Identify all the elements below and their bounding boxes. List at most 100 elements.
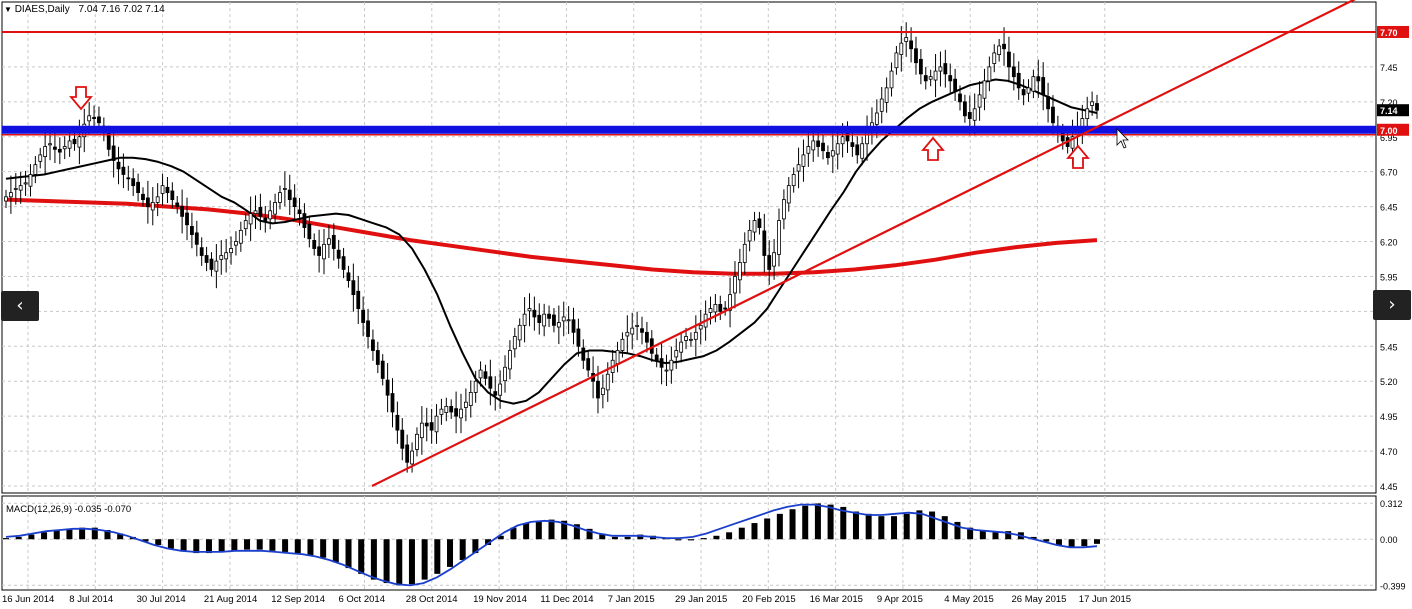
- candle-body: [317, 246, 322, 256]
- candle: [463, 388, 468, 422]
- candle: [375, 341, 380, 374]
- candle: [248, 196, 253, 241]
- macd-histogram-bar: [396, 539, 403, 586]
- candle-body: [483, 371, 488, 379]
- candle: [1002, 27, 1006, 66]
- candle: [229, 236, 233, 265]
- candle-body: [116, 161, 121, 170]
- candle-body: [375, 350, 380, 365]
- candle-body: [278, 192, 282, 203]
- candle: [566, 306, 571, 335]
- candle-body: [170, 190, 175, 201]
- candle-body: [1031, 76, 1036, 92]
- candle-body: [165, 186, 170, 194]
- macd-signal-line: [5, 503, 1098, 587]
- candle-body: [620, 338, 625, 351]
- candle: [33, 156, 38, 184]
- candle-body: [850, 142, 855, 147]
- candle-body: [33, 164, 38, 175]
- candle: [57, 137, 62, 165]
- macd-histogram-bar: [916, 510, 923, 540]
- candle: [679, 331, 684, 363]
- candle-body: [786, 185, 791, 204]
- macd-histogram-bar: [573, 524, 580, 540]
- candle: [737, 248, 742, 294]
- candle: [889, 62, 894, 97]
- macd-histogram-bar: [41, 532, 48, 540]
- candle: [958, 85, 962, 111]
- macd-histogram-bar: [738, 527, 745, 540]
- candle-body: [155, 196, 160, 203]
- candle-body: [547, 313, 551, 319]
- candle: [390, 378, 395, 428]
- macd-histogram-bar: [294, 539, 301, 554]
- trendline: [371, 0, 1356, 488]
- x-tick-label: 26 May 2015: [1012, 594, 1067, 605]
- arrow-up-icon: [921, 136, 945, 161]
- candle-body: [698, 324, 703, 330]
- candle: [351, 263, 356, 312]
- candle: [914, 36, 918, 75]
- macd-y-tick-label: 0.312: [1380, 499, 1403, 509]
- candle: [772, 239, 777, 280]
- candle-body: [97, 116, 101, 124]
- candle: [155, 183, 160, 217]
- macd-histogram-bar: [852, 511, 859, 540]
- candle: [273, 193, 277, 223]
- candle: [938, 51, 943, 87]
- macd-histogram-bar: [447, 539, 454, 567]
- candle-body: [493, 391, 498, 396]
- candle-body: [689, 338, 693, 341]
- candle: [150, 187, 155, 226]
- candle: [243, 213, 248, 236]
- macd-histogram-bar: [523, 523, 530, 540]
- macd-y-tick-label: -0.399: [1380, 581, 1406, 591]
- candle: [928, 69, 933, 87]
- candle: [67, 132, 72, 157]
- macd-histogram-bar: [561, 520, 568, 540]
- macd-histogram-bar: [193, 539, 200, 554]
- candle: [238, 221, 243, 252]
- prev-arrow-button[interactable]: ‹: [1, 291, 39, 321]
- candle: [600, 374, 605, 409]
- macd-histogram-bar: [117, 533, 124, 540]
- macd-histogram-bar: [878, 516, 885, 540]
- candle-body: [737, 262, 742, 281]
- candle: [415, 427, 419, 457]
- macd-histogram-bar: [840, 506, 847, 540]
- candle-body: [92, 117, 96, 119]
- candle-body: [894, 52, 899, 69]
- candle: [326, 225, 331, 259]
- candle-body: [889, 70, 894, 89]
- candle: [860, 136, 865, 166]
- candle-body: [918, 58, 923, 75]
- candle-body: [909, 40, 913, 50]
- candle-body: [796, 164, 801, 172]
- macd-histogram-bar: [548, 519, 555, 540]
- next-arrow-button[interactable]: ›: [1373, 290, 1411, 320]
- x-tick-label: 6 Oct 2014: [339, 594, 385, 605]
- macd-histogram-bar: [1055, 539, 1062, 545]
- collapse-triangle-icon[interactable]: ▼: [4, 5, 12, 14]
- candle-body: [224, 252, 229, 260]
- candle-body: [336, 249, 341, 259]
- candle: [542, 303, 547, 337]
- candle-body: [781, 199, 786, 220]
- macd-histogram-bar: [434, 539, 441, 574]
- candle-body: [1036, 76, 1041, 82]
- macd-histogram-bar: [244, 539, 251, 550]
- candle-body: [923, 75, 928, 82]
- macd-histogram-bar: [1030, 536, 1037, 540]
- candle: [830, 133, 835, 174]
- macd-histogram-bar: [1094, 539, 1100, 544]
- candle-body: [512, 336, 517, 350]
- macd-histogram-bar: [814, 503, 821, 540]
- macd-histogram-bar: [865, 513, 872, 540]
- candle-body: [28, 174, 33, 187]
- candle: [713, 294, 718, 323]
- candle: [909, 27, 913, 63]
- candle-body: [1095, 103, 1099, 111]
- candle: [126, 165, 131, 191]
- main-grid: [1, 1, 1377, 494]
- candle-body: [835, 143, 840, 155]
